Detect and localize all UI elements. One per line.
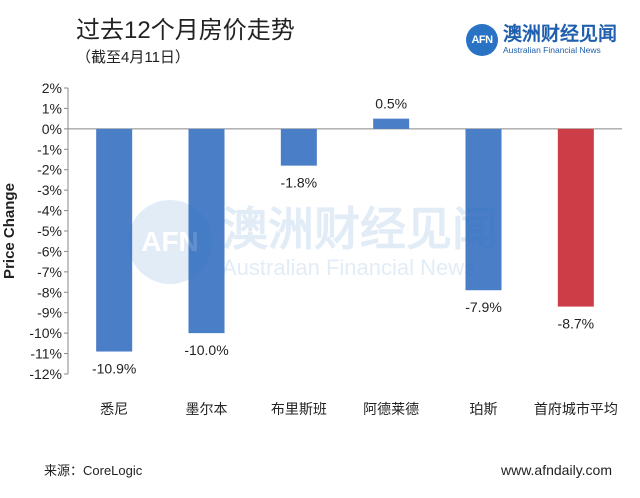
brand-text: 澳洲财经见闻 Australian Financial News [503,23,618,56]
y-tick-label: -1% [37,141,62,157]
y-tick-label: -8% [37,284,62,300]
brand-logo-block: AFN 澳洲财经见闻 Australian Financial News [466,24,617,56]
data-label: -1.8% [281,175,318,191]
chart-subtitle: （截至4月11日） [76,49,190,66]
bar [557,128,594,307]
data-label: 0.5% [375,96,407,112]
data-label: -8.7% [558,316,595,332]
x-tick-label: 珀斯 [470,401,498,417]
x-tick-label: 墨尔本 [186,401,228,417]
y-tick-label: -5% [37,223,62,239]
bar [465,128,502,291]
brand-name-cn: 澳洲财经见闻 [503,23,618,45]
brand-name-en: Australian Financial News [503,44,601,55]
source-note: 来源：CoreLogic [44,463,143,478]
data-label: -10.0% [184,342,228,358]
afn-logo-icon: AFN [466,24,498,56]
x-tick-label: 悉尼 [100,401,128,417]
x-tick-label: 布里斯班 [271,401,327,417]
y-axis-label: Price Change [1,183,18,279]
y-tick-label: -11% [30,346,62,362]
chart-title: 过去12个月房价走势 [76,17,295,44]
x-tick-label: 首府城市平均 [534,401,618,417]
x-tick-label: 阿德莱德 [363,401,419,417]
bar [280,128,317,166]
y-tick-label: 1% [42,100,62,116]
y-tick-label: -7% [37,264,62,280]
y-tick-label: 2% [42,80,62,96]
bar [373,118,410,129]
y-tick-label: -6% [37,243,62,259]
y-tick-label: -10% [29,325,62,341]
y-tick-label: -4% [37,203,62,219]
y-tick-label: -12% [29,366,62,382]
y-tick-label: -2% [37,162,62,178]
y-tick-label: 0% [42,121,62,137]
y-tick-label: -3% [37,182,62,198]
website-url[interactable]: www.afndaily.com [500,462,612,478]
data-label: -7.9% [465,299,502,315]
data-label: -10.9% [92,361,136,377]
bar [96,128,133,352]
y-tick-label: -9% [37,305,62,321]
bar [188,128,225,334]
